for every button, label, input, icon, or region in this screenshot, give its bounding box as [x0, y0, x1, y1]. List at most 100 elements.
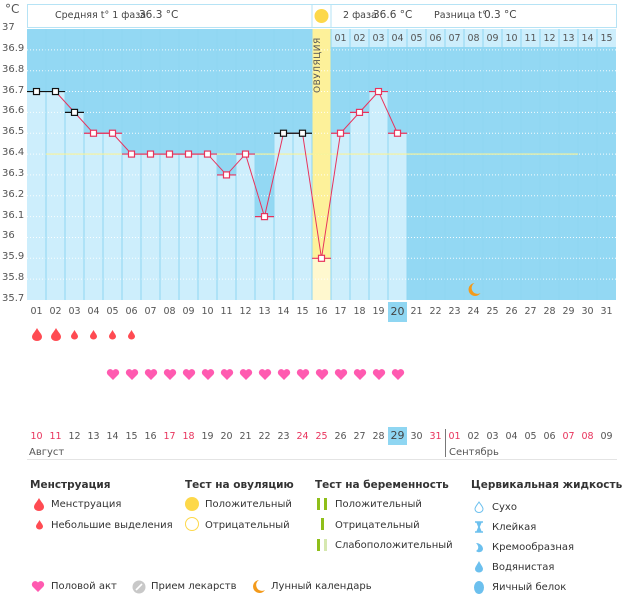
phase2-day-label: 09	[486, 33, 499, 44]
cycle-day-label[interactable]: 13	[258, 306, 271, 317]
date-label[interactable]: 08	[581, 431, 594, 442]
heart-icon[interactable]	[201, 368, 215, 381]
date-label[interactable]: 05	[524, 431, 537, 442]
cycle-day-label[interactable]: 08	[163, 306, 176, 317]
temperature-point	[222, 171, 231, 179]
heart-icon[interactable]	[315, 368, 329, 381]
heart-icon[interactable]	[182, 368, 196, 381]
cycle-day-label[interactable]: 15	[296, 306, 309, 317]
cycle-day-label[interactable]: 24	[467, 306, 480, 317]
heart-icon[interactable]	[391, 368, 405, 381]
heart-icon[interactable]	[239, 368, 253, 381]
cycle-day-label[interactable]: 10	[201, 306, 214, 317]
heart-icon[interactable]	[163, 368, 177, 381]
y-tick-label: 36	[2, 230, 15, 242]
date-label[interactable]: 20	[220, 431, 233, 442]
date-label[interactable]: 24	[296, 431, 309, 442]
date-label[interactable]: 12	[68, 431, 81, 442]
spotting-drop-icon[interactable]	[70, 329, 79, 340]
cycle-day-label[interactable]: 31	[600, 306, 613, 317]
cycle-day-label[interactable]: 23	[448, 306, 461, 317]
cycle-day-label[interactable]: 04	[87, 306, 100, 317]
legend-pregnancy-test-title: Тест на беременность	[315, 479, 449, 491]
temperature-point	[70, 108, 79, 116]
spotting-drop-icon[interactable]	[127, 329, 136, 340]
heart-icon[interactable]	[296, 368, 310, 381]
today-day-label[interactable]: 20	[388, 302, 407, 322]
legend-ovulation-positive: Положительный	[205, 499, 292, 510]
date-label[interactable]: 14	[106, 431, 119, 442]
heart-icon[interactable]	[106, 368, 120, 381]
date-label[interactable]: 11	[49, 431, 62, 442]
y-tick-label: 35.8	[2, 272, 25, 284]
cycle-day-label[interactable]: 11	[220, 306, 233, 317]
cycle-day-label[interactable]: 01	[30, 306, 43, 317]
date-label[interactable]: 25	[315, 431, 328, 442]
cycle-day-label[interactable]: 03	[68, 306, 81, 317]
cycle-day-label[interactable]: 02	[49, 306, 62, 317]
date-label[interactable]: 07	[562, 431, 575, 442]
heart-icon[interactable]	[220, 368, 234, 381]
date-label[interactable]: 10	[30, 431, 43, 442]
date-label[interactable]: 04	[505, 431, 518, 442]
heart-icon[interactable]	[277, 368, 291, 381]
date-label[interactable]: 30	[410, 431, 423, 442]
menstruation-drop-icon[interactable]	[31, 327, 43, 341]
cycle-day-label[interactable]: 07	[144, 306, 157, 317]
phase2-day-strip	[331, 29, 616, 47]
ovulation-negative-icon	[185, 517, 199, 531]
date-label[interactable]: 22	[258, 431, 271, 442]
menstruation-drop-icon[interactable]	[50, 327, 62, 341]
date-label[interactable]: 18	[182, 431, 195, 442]
cycle-day-label[interactable]: 22	[429, 306, 442, 317]
cycle-day-label[interactable]: 05	[106, 306, 119, 317]
date-label[interactable]: 06	[543, 431, 556, 442]
phase2-day-label: 13	[562, 33, 575, 44]
cycle-day-label[interactable]: 27	[524, 306, 537, 317]
pregnancy-faint-icon	[317, 539, 320, 551]
date-label[interactable]: 01	[448, 431, 461, 442]
moon-icon	[468, 283, 481, 296]
heart-icon[interactable]	[125, 368, 139, 381]
date-label[interactable]: 31	[429, 431, 442, 442]
date-label[interactable]: 03	[486, 431, 499, 442]
date-label[interactable]: 27	[353, 431, 366, 442]
date-label[interactable]: 28	[372, 431, 385, 442]
date-label[interactable]: 19	[201, 431, 214, 442]
cycle-day-label[interactable]: 26	[505, 306, 518, 317]
cycle-day-label[interactable]: 14	[277, 306, 290, 317]
cycle-day-label[interactable]: 28	[543, 306, 556, 317]
date-label[interactable]: 13	[87, 431, 100, 442]
cycle-day-label[interactable]: 30	[581, 306, 594, 317]
spotting-drop-icon[interactable]	[89, 329, 98, 340]
temperature-point	[127, 150, 136, 158]
temperature-bar	[141, 154, 160, 300]
cycle-day-label[interactable]: 09	[182, 306, 195, 317]
spotting-drop-icon[interactable]	[108, 329, 117, 340]
cycle-day-label[interactable]: 16	[315, 306, 328, 317]
cycle-day-label[interactable]: 17	[334, 306, 347, 317]
date-label[interactable]: 16	[144, 431, 157, 442]
cycle-day-label[interactable]: 18	[353, 306, 366, 317]
cycle-day-label[interactable]: 21	[410, 306, 423, 317]
heart-icon[interactable]	[353, 368, 367, 381]
date-label[interactable]: 02	[467, 431, 480, 442]
date-label[interactable]: 23	[277, 431, 290, 442]
heart-icon[interactable]	[372, 368, 386, 381]
cycle-day-label[interactable]: 12	[239, 306, 252, 317]
cycle-day-label[interactable]: 06	[125, 306, 138, 317]
legend-pregnancy-negative: Отрицательный	[335, 520, 420, 531]
date-label[interactable]: 09	[600, 431, 613, 442]
cycle-day-label[interactable]: 19	[372, 306, 385, 317]
date-label[interactable]: 15	[125, 431, 138, 442]
cycle-day-label[interactable]: 29	[562, 306, 575, 317]
legend-pregnancy-faint: Слабоположительный	[335, 540, 453, 551]
today-date-label[interactable]: 29	[388, 427, 407, 445]
heart-icon[interactable]	[258, 368, 272, 381]
date-label[interactable]: 17	[163, 431, 176, 442]
date-label[interactable]: 21	[239, 431, 252, 442]
heart-icon[interactable]	[144, 368, 158, 381]
heart-icon[interactable]	[334, 368, 348, 381]
cycle-day-label[interactable]: 25	[486, 306, 499, 317]
date-label[interactable]: 26	[334, 431, 347, 442]
